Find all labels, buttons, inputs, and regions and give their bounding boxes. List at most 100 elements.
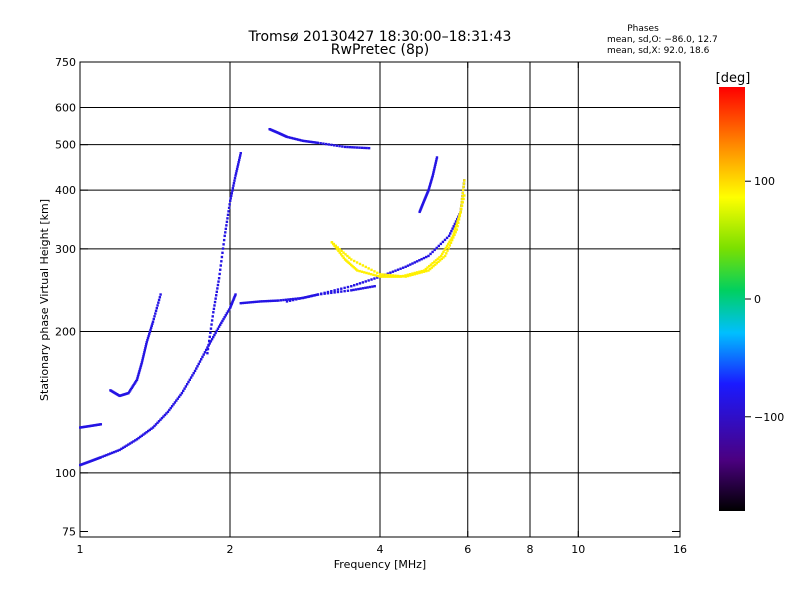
- data-point: [432, 170, 435, 174]
- data-point: [431, 262, 434, 265]
- data-point: [140, 362, 143, 366]
- data-point: [237, 160, 240, 164]
- data-point: [435, 246, 438, 250]
- data-point: [289, 298, 292, 301]
- data-point: [229, 306, 232, 309]
- data-point: [142, 433, 145, 436]
- data-point: [165, 412, 168, 415]
- data-point: [427, 187, 431, 191]
- data-point: [430, 266, 434, 269]
- data-point: [316, 141, 320, 145]
- data-point: [148, 332, 151, 336]
- data-point: [404, 275, 407, 278]
- data-point: [273, 299, 277, 302]
- data-point: [224, 231, 227, 234]
- data-point: [215, 329, 218, 333]
- stats-o-line: mean, sd,O: −86.0, 12.7: [607, 35, 718, 45]
- chart-title: Tromsø 20130427 18:30:00–18:31:43: [248, 29, 512, 45]
- data-point: [438, 259, 442, 262]
- data-point: [176, 397, 179, 400]
- data-point: [136, 376, 139, 380]
- data-point: [137, 373, 140, 376]
- data-point: [215, 294, 218, 297]
- data-point: [191, 374, 194, 377]
- data-point: [389, 271, 392, 274]
- data-point: [145, 342, 148, 346]
- data-point: [150, 427, 153, 430]
- data-point: [232, 184, 235, 187]
- data-point: [343, 258, 347, 261]
- data-point: [455, 228, 459, 231]
- data-point: [336, 290, 340, 294]
- data-point: [182, 389, 185, 393]
- data-point: [145, 340, 148, 344]
- data-point: [218, 272, 221, 276]
- data-point: [251, 300, 254, 304]
- data-point: [330, 143, 333, 147]
- data-point: [150, 324, 153, 328]
- data-point: [350, 263, 353, 267]
- data-point: [360, 270, 364, 273]
- data-point: [133, 382, 136, 385]
- data-point: [204, 348, 208, 352]
- data-point: [361, 287, 365, 290]
- data-point: [226, 213, 230, 217]
- data-point: [356, 269, 359, 272]
- data-point: [154, 423, 158, 426]
- data-point: [433, 248, 436, 252]
- data-point: [138, 368, 142, 371]
- data-point: [220, 255, 224, 259]
- data-point: [300, 139, 303, 142]
- data-point: [384, 273, 387, 276]
- data-point: [207, 343, 210, 347]
- data-point: [452, 236, 455, 239]
- data-point: [330, 291, 333, 295]
- data-point: [341, 145, 344, 148]
- data-point: [455, 222, 459, 226]
- data-point: [358, 269, 361, 273]
- data-point: [346, 285, 350, 289]
- data-point: [211, 315, 214, 318]
- data-point: [385, 275, 388, 278]
- data-point: [432, 168, 436, 172]
- data-point: [342, 256, 345, 259]
- data-point: [285, 300, 289, 303]
- data-point: [309, 295, 312, 298]
- data-point: [144, 345, 147, 348]
- data-point: [444, 246, 448, 250]
- data-point: [143, 432, 147, 435]
- data-point: [232, 297, 236, 300]
- data-point: [279, 299, 283, 302]
- data-point: [446, 249, 449, 252]
- data-point: [236, 165, 239, 168]
- data-point: [430, 178, 433, 182]
- data-point: [361, 281, 365, 284]
- data-point: [366, 286, 369, 289]
- data-point: [292, 137, 295, 140]
- data-point: [298, 297, 301, 300]
- data-point: [435, 158, 438, 161]
- data-point: [212, 335, 215, 339]
- data-point: [339, 253, 343, 256]
- data-point: [426, 266, 429, 269]
- data-point: [221, 247, 225, 250]
- data-point: [236, 163, 240, 166]
- data-point: [306, 140, 309, 143]
- data-point: [336, 288, 340, 291]
- data-point: [156, 304, 159, 307]
- data-point: [231, 301, 234, 304]
- data-point: [259, 300, 262, 303]
- data-point: [425, 255, 428, 259]
- data-point: [371, 285, 374, 288]
- data-point: [216, 287, 219, 290]
- data-point: [387, 275, 390, 278]
- data-point: [315, 141, 318, 144]
- data-point: [326, 292, 330, 295]
- data-point: [229, 199, 232, 203]
- data-point: [348, 145, 352, 149]
- data-point: [381, 275, 384, 278]
- data-point: [458, 213, 462, 216]
- data-point: [212, 307, 216, 311]
- data-point: [348, 262, 352, 266]
- data-point: [429, 263, 433, 266]
